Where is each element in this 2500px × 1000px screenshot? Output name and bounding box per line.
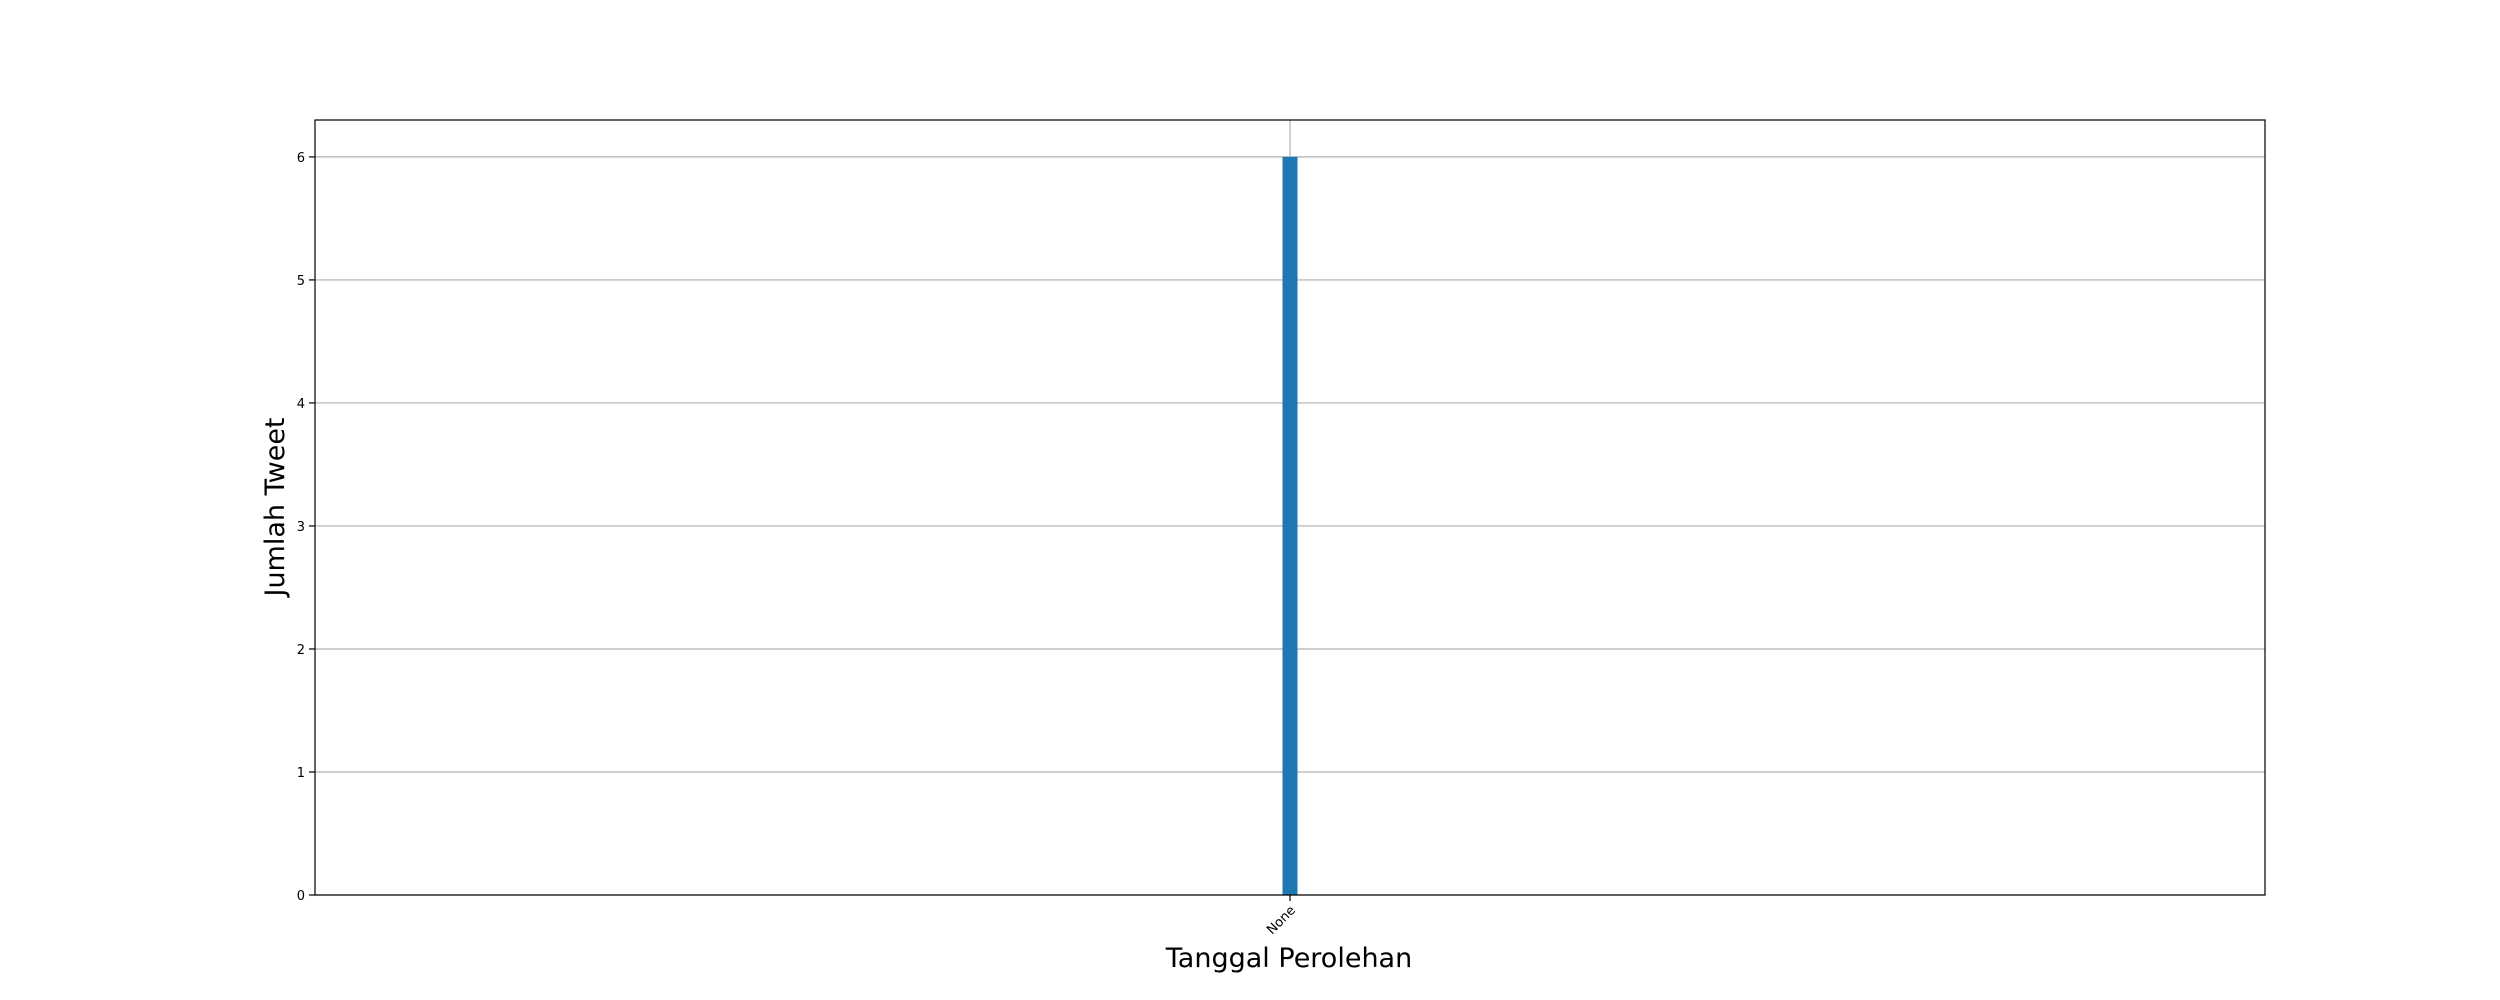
y-tick-label: 5 [297, 274, 305, 289]
x-axis-ticks: None [1264, 895, 1299, 938]
bar [1282, 156, 1298, 895]
x-tick-label: None [1264, 903, 1299, 938]
y-tick-label: 2 [297, 643, 305, 658]
y-tick-label: 6 [297, 151, 305, 166]
y-tick-label: 3 [297, 520, 305, 535]
y-axis-ticks: 0 1 2 3 4 5 6 [297, 151, 315, 904]
y-axis-label: Jumlah Tweet [260, 417, 291, 598]
y-tick-label: 4 [297, 397, 305, 412]
y-tick-label: 0 [297, 889, 305, 904]
x-axis-label: Tanggal Perolehan [1165, 943, 1412, 974]
bars [1282, 156, 1298, 895]
y-tick-label: 1 [297, 766, 305, 781]
